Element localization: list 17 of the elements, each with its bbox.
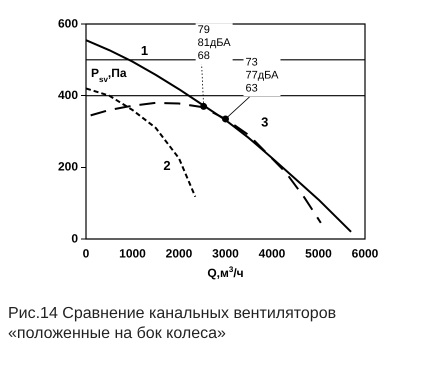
series-label: 1	[140, 43, 148, 58]
text: Рис.14 Сравнение канальных вентиляторов «положенные на бок колеса»	[8, 304, 338, 344]
x-tick-label: 2000	[166, 246, 193, 261]
y-tick-label: 200	[58, 160, 78, 174]
y-tick-label: 0	[71, 231, 78, 246]
x-tick-label: 0	[82, 246, 90, 261]
series-label: 2	[163, 158, 171, 173]
x-tick-label: 4000	[258, 246, 286, 261]
series-label: 3	[261, 114, 268, 130]
x-tick-label: 3000	[212, 246, 240, 261]
annotation: 79 81дБА 68	[198, 24, 232, 62]
x-tick-label: 6000	[352, 246, 379, 261]
y-tick-label: 600	[58, 16, 78, 30]
annotation: 73 77дБА 63	[246, 56, 280, 94]
x-tick-label: 1000	[119, 246, 146, 261]
y-tick-label: 400	[58, 88, 78, 102]
x-tick-label: 5000	[305, 246, 332, 261]
